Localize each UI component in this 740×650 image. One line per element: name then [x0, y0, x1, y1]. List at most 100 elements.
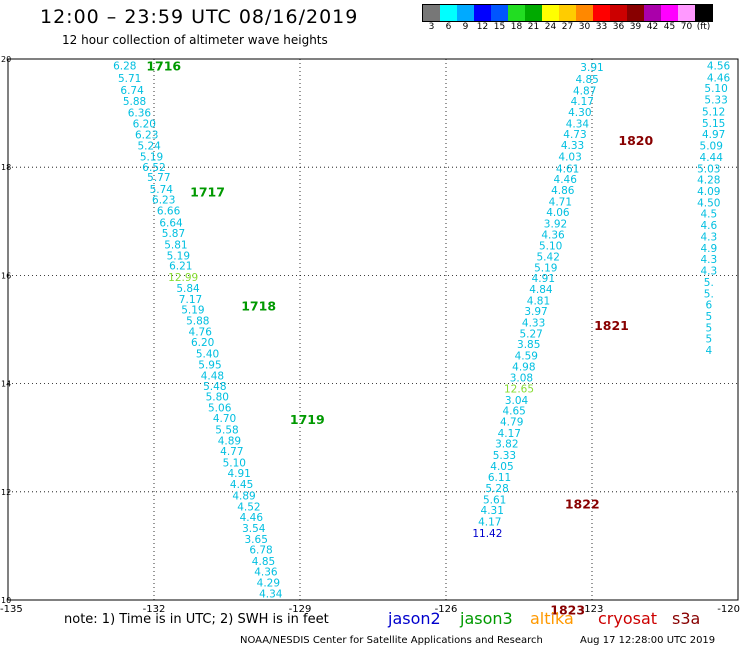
swh-value-label: 3.85	[517, 339, 540, 351]
swh-value-label: 6.23	[135, 130, 158, 142]
swh-value-label: 6.23	[152, 195, 175, 207]
swh-value-label: 6.66	[157, 205, 181, 217]
swh-value-label: 4.56	[707, 60, 731, 72]
x-tick-label: -126	[435, 604, 458, 615]
swh-value-label: 5.58	[215, 425, 238, 437]
swh-value-label: 5.	[704, 288, 714, 300]
swh-value-label: 4.17	[478, 517, 501, 529]
swh-value-label: 5.42	[537, 251, 560, 263]
swh-value-label: 4.44	[700, 152, 724, 164]
swh-value-label: 7.17	[179, 294, 202, 306]
swh-value-label: 4.59	[515, 350, 538, 362]
swh-value-label: 5	[705, 322, 712, 334]
x-tick-label: -132	[143, 604, 166, 615]
swh-value-label: 4.97	[702, 129, 725, 141]
colorbar-label: 3	[428, 22, 435, 32]
swh-value-label: 12.65	[504, 383, 534, 395]
swh-value-label: 4.61	[556, 163, 579, 175]
colorbar-label: 9	[462, 22, 469, 32]
swh-value-label: 6.52	[142, 162, 165, 174]
x-tick-label: -120	[717, 604, 740, 615]
x-tick-label: -135	[0, 604, 23, 615]
swh-value-label: 3.04	[505, 395, 529, 407]
swh-value-label: 6	[705, 300, 712, 312]
swh-value-label: 4.45	[230, 479, 253, 491]
colorbar-cell	[610, 5, 627, 21]
colorbar-label: 70	[680, 22, 693, 32]
footer-note: note: 1) Time is in UTC; 2) SWH is in fe…	[64, 612, 329, 627]
colorbar-label: 36	[612, 22, 625, 32]
colorbar-label: 45	[663, 22, 676, 32]
swh-value-label: 6.36	[128, 108, 152, 120]
swh-value-label: 4.91	[227, 468, 250, 480]
colorbar-label: 21	[527, 22, 540, 32]
swh-value-label: 3.91	[580, 62, 603, 74]
swh-value-label: 4.48	[201, 370, 224, 382]
legend-jason2: jason2	[388, 609, 441, 628]
swh-value-label: 4.30	[568, 107, 591, 119]
swh-value-label: 5.88	[186, 315, 209, 327]
swh-value-label: 5.10	[223, 458, 246, 470]
y-tick-label: 16	[1, 271, 11, 280]
swh-value-label: 3.65	[245, 534, 268, 546]
swh-value-label: 4.70	[213, 413, 236, 425]
colorbar-label: 18	[510, 22, 523, 32]
swh-value-label: 5	[705, 311, 712, 323]
colorbar-label: 27	[561, 22, 574, 32]
swh-value-label: 5.61	[483, 494, 506, 506]
swh-value-label: 4.77	[220, 446, 243, 458]
swh-value-label: 4.52	[237, 501, 260, 513]
swh-value-label: 6.74	[120, 85, 144, 97]
swh-value-label: 5.81	[164, 240, 187, 252]
swh-value-label: 4.3	[700, 266, 717, 278]
pass-time-label: 1719	[290, 412, 325, 427]
swh-value-label: 5.84	[176, 283, 200, 295]
swh-value-label: 5.48	[203, 381, 226, 393]
colorbar-label: 24	[544, 22, 557, 32]
swh-value-label: 4.85	[252, 556, 275, 568]
colorbar-label: 42	[646, 22, 659, 32]
swh-value-label: 5.	[704, 277, 714, 289]
pass-time-label: 1717	[190, 185, 225, 200]
legend-cryosat: cryosat	[598, 609, 658, 628]
colorbar-cell	[678, 5, 695, 21]
pass-time-label: 1820	[618, 133, 653, 148]
y-tick-label: 10	[1, 596, 11, 605]
legend-altika: altika	[530, 609, 574, 628]
swh-value-label: 4.87	[573, 85, 596, 97]
x-tick-label: -129	[289, 604, 312, 615]
swh-value-label: 3.08	[510, 373, 533, 385]
colorbar-cell	[457, 5, 474, 21]
pass-time-label: 1718	[241, 299, 276, 314]
swh-value-label: 3.97	[524, 306, 547, 318]
swh-value-label: 4.34	[259, 589, 283, 601]
colorbar-label: 39	[629, 22, 642, 32]
colorbar-label: 33	[595, 22, 608, 32]
colorbar	[422, 4, 713, 22]
swh-value-label: 5.27	[519, 328, 542, 340]
swh-value-label: 5.10	[539, 241, 562, 253]
swh-value-label: 5.10	[704, 83, 727, 95]
swh-value-label: 4.3	[700, 231, 717, 243]
swh-value-label: 4.84	[529, 284, 553, 296]
swh-value-label: 4.46	[554, 174, 578, 186]
colorbar-cell	[593, 5, 610, 21]
swh-value-label: 4.79	[500, 416, 523, 428]
swh-value-label: 5.28	[485, 483, 508, 495]
page-subtitle: 12 hour collection of altimeter wave hei…	[62, 33, 328, 47]
y-tick-label: 14	[1, 380, 11, 389]
swh-value-label: 5.19	[167, 250, 190, 262]
legend-s3a: s3a	[672, 609, 701, 628]
swh-value-label: 4.17	[498, 428, 521, 440]
colorbar-cell	[525, 5, 542, 21]
swh-value-label: 5.87	[162, 228, 185, 240]
swh-value-label: 4.81	[527, 295, 550, 307]
colorbar-cell	[661, 5, 678, 21]
colorbar-cell	[542, 5, 559, 21]
swh-value-label: 4.85	[575, 74, 598, 86]
swh-value-label: 5.95	[198, 360, 221, 372]
colorbar-cell	[440, 5, 457, 21]
swh-value-label: 4.36	[541, 229, 565, 241]
swh-value-label: 4.91	[532, 273, 555, 285]
colorbar-cell	[508, 5, 525, 21]
